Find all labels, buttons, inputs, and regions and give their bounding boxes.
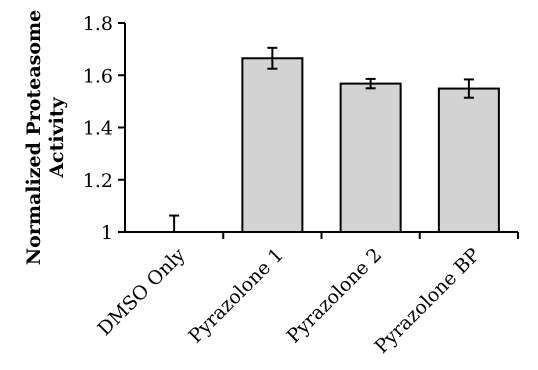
y-tick-label: 1.2: [83, 170, 113, 192]
y-axis-title-line: Activity: [46, 96, 68, 178]
x-category-label: Pyrazolone 2: [283, 244, 387, 348]
y-axis: 1 1.2 1.4 1.6 1.8: [83, 13, 126, 244]
y-tick-label: 1.6: [83, 65, 113, 87]
y-axis-title-line: Normalized Proteasome: [23, 10, 45, 265]
y-tick-label: 1.4: [83, 118, 113, 140]
bar: [437, 87, 500, 234]
bar: [339, 82, 402, 233]
y-axis-title: Normalized Proteasome Activity: [23, 10, 68, 265]
error-bars: [169, 46, 474, 232]
y-tick-label: 1.8: [83, 13, 113, 35]
bars: [241, 57, 500, 234]
x-category-label: DMSO Only: [94, 244, 190, 340]
bar: [241, 57, 304, 233]
y-tick-label: 1: [101, 222, 113, 244]
x-category-label: Pyrazolone BP: [370, 244, 484, 358]
x-category-label: Pyrazolone 1: [184, 244, 288, 348]
